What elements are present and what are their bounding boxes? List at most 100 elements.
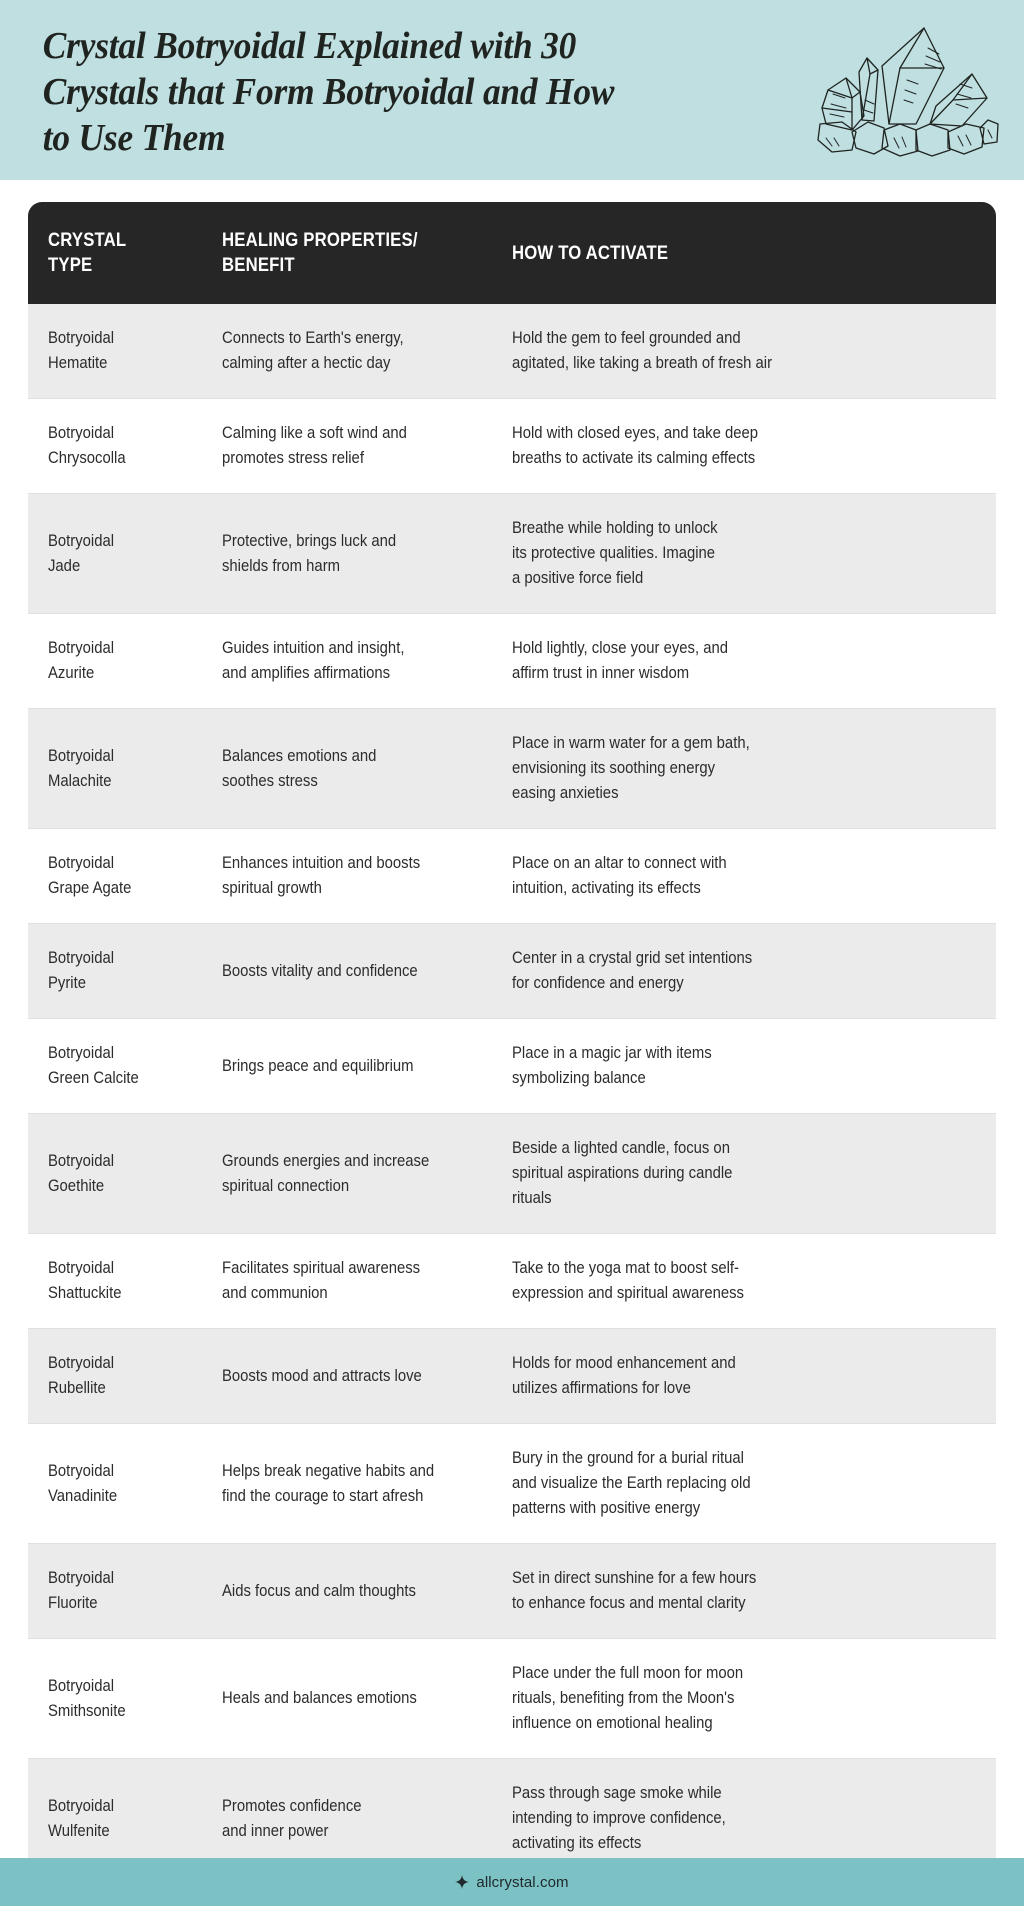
table-cell-benefit-text: Facilitates spiritual awareness and comm… <box>222 1259 421 1302</box>
table-cell-activate: Place under the full moon for moon ritua… <box>512 1638 996 1759</box>
footer-site-label: allcrystal.com <box>476 1873 569 1891</box>
column-header-crystal-type: CRYSTAL TYPE <box>28 202 222 304</box>
table-cell-benefit-text: Balances emotions and soothes stress <box>222 746 377 790</box>
table-cell-benefit-text: Guides intuition and insight, and amplif… <box>222 639 405 682</box>
table-cell-type: Botryoidal Vanadinite <box>28 1423 222 1544</box>
table-cell-activate: Hold the gem to feel grounded and agitat… <box>512 304 996 399</box>
table-row: Botryoidal Vanadinite Helps break negativ… <box>28 1423 996 1544</box>
table-cell-activate: Bury in the ground for a burial ritual a… <box>512 1423 996 1544</box>
table-row: Botryoidal Jade Protective, brings luck a… <box>28 493 996 614</box>
table-cell-benefit-text: Connects to Earth's energy, calming afte… <box>222 329 404 372</box>
table-row: Botryoidal Malachite Balances emotions an… <box>28 708 996 829</box>
table-row: Botryoidal Chrysocolla Calming like a sof… <box>28 398 996 494</box>
table-cell-type-text: Botryoidal Shattuckite <box>48 1259 122 1302</box>
table-cell-activate-text: Beside a lighted candle, focus on spirit… <box>512 1139 733 1207</box>
table-cell-benefit: Helps break negative habits and find the… <box>222 1423 512 1544</box>
table-cell-type-text: Botryoidal Vanadinite <box>48 1461 118 1505</box>
table-cell-activate-text: Place in a magic jar with items symboliz… <box>512 1044 712 1087</box>
column-header-how-to-activate-label: HOW TO ACTIVATE <box>512 242 669 264</box>
table-row: Botryoidal Rubellite Boosts mood and attr… <box>28 1328 996 1424</box>
table-cell-type-text: Botryoidal Azurite <box>48 639 115 682</box>
table-cell-activate-text: Place in warm water for a gem bath, envi… <box>512 734 750 802</box>
column-header-crystal-type-label: CRYSTAL TYPE <box>48 230 127 276</box>
column-header-healing-properties: HEALING PROPERTIES/ BENEFIT <box>222 202 512 304</box>
table-cell-activate-text: Place on an altar to connect with intuit… <box>512 854 727 897</box>
table-row: Botryoidal Fluorite Aids focus and calm t… <box>28 1543 996 1639</box>
sparkle-icon <box>455 1875 470 1889</box>
table-cell-type-text: Botryoidal Goethite <box>48 1151 115 1195</box>
table-cell-type: Botryoidal Rubellite <box>28 1328 222 1424</box>
column-header-how-to-activate: HOW TO ACTIVATE <box>512 202 996 304</box>
table-cell-activate-text: Center in a crystal grid set intentions … <box>512 949 753 992</box>
table-cell-benefit-text: Brings peace and equilibrium <box>222 1056 414 1075</box>
table-cell-type: Botryoidal Chrysocolla <box>28 398 222 494</box>
table-cell-activate: Hold with closed eyes, and take deep bre… <box>512 398 996 494</box>
page-footer: allcrystal.com <box>0 1858 1024 1906</box>
table-cell-benefit-text: Boosts mood and attracts love <box>222 1366 422 1385</box>
table-cell-activate-text: Bury in the ground for a burial ritual a… <box>512 1449 751 1517</box>
table-cell-benefit-text: Promotes confidence and inner power <box>222 1796 362 1840</box>
table-cell-benefit: Boosts vitality and confidence <box>222 923 512 1019</box>
table-cell-type-text: Botryoidal Jade <box>48 531 115 575</box>
table-cell-type-text: Botryoidal Hematite <box>48 329 115 372</box>
table-cell-activate-text: Take to the yoga mat to boost self- expr… <box>512 1259 744 1302</box>
table-cell-benefit: Heals and balances emotions <box>222 1638 512 1759</box>
table-row: Botryoidal Wulfenite Promotes confidence … <box>28 1758 996 1878</box>
table-cell-benefit-text: Heals and balances emotions <box>222 1689 417 1707</box>
table-header-row: CRYSTAL TYPE HEALING PROPERTIES/ BENEFIT… <box>28 202 996 304</box>
table-cell-benefit-text: Enhances intuition and boosts spiritual … <box>222 854 421 897</box>
table-cell-activate: Place in warm water for a gem bath, envi… <box>512 708 996 829</box>
table-cell-benefit-text: Helps break negative habits and find the… <box>222 1461 435 1505</box>
table-cell-type-text: Botryoidal Fluorite <box>48 1569 115 1612</box>
table-cell-activate-text: Breathe while holding to unlock its prot… <box>512 519 718 587</box>
table-cell-activate: Holds for mood enhancement and utilizes … <box>512 1328 996 1424</box>
table-cell-benefit: Guides intuition and insight, and amplif… <box>222 613 512 709</box>
table-cell-type: Botryoidal Smithsonite <box>28 1638 222 1759</box>
table-cell-benefit: Protective, brings luck and shields from… <box>222 493 512 614</box>
table-cell-benefit-text: Protective, brings luck and shields from… <box>222 531 397 575</box>
table-cell-activate-text: Hold with closed eyes, and take deep bre… <box>512 424 759 467</box>
table-cell-type-text: Botryoidal Grape Agate <box>48 854 132 897</box>
table-cell-benefit: Brings peace and equilibrium <box>222 1018 512 1114</box>
table-cell-type-text: Botryoidal Rubellite <box>48 1354 115 1397</box>
table-cell-activate: Place on an altar to connect with intuit… <box>512 828 996 924</box>
table-cell-activate: Center in a crystal grid set intentions … <box>512 923 996 1019</box>
table-cell-activate-text: Pass through sage smoke while intending … <box>512 1784 726 1852</box>
table-cell-benefit-text: Aids focus and calm thoughts <box>222 1581 416 1600</box>
table-row: Botryoidal Shattuckite Facilitates spirit… <box>28 1233 996 1329</box>
crystal-table: CRYSTAL TYPE HEALING PROPERTIES/ BENEFIT… <box>28 202 996 1878</box>
table-cell-benefit: Connects to Earth's energy, calming afte… <box>222 304 512 399</box>
page-title: Crystal Botryoidal Explained with 30 Cry… <box>42 25 615 159</box>
table-cell-type: Botryoidal Malachite <box>28 708 222 829</box>
column-header-healing-properties-label: HEALING PROPERTIES/ BENEFIT <box>222 230 418 276</box>
table-cell-activate: Breathe while holding to unlock its prot… <box>512 493 996 614</box>
table-cell-benefit: Grounds energies and increase spiritual … <box>222 1113 512 1234</box>
table-cell-activate-text: Holds for mood enhancement and utilizes … <box>512 1354 736 1397</box>
table-cell-benefit: Facilitates spiritual awareness and comm… <box>222 1233 512 1329</box>
table-cell-activate-text: Place under the full moon for moon ritua… <box>512 1664 744 1732</box>
table-body: Botryoidal Hematite Connects to Earth's e… <box>28 304 996 1878</box>
table-cell-activate-text: Hold the gem to feel grounded and agitat… <box>512 329 773 372</box>
table-cell-type-text: Botryoidal Chrysocolla <box>48 424 126 467</box>
table-cell-type: Botryoidal Green Calcite <box>28 1018 222 1114</box>
table-cell-activate: Hold lightly, close your eyes, and affir… <box>512 613 996 709</box>
table-cell-benefit-text: Boosts vitality and confidence <box>222 961 418 980</box>
table-row: Botryoidal Green Calcite Brings peace and… <box>28 1018 996 1114</box>
table-cell-activate: Place in a magic jar with items symboliz… <box>512 1018 996 1114</box>
table-row: Botryoidal Smithsonite Heals and balances… <box>28 1638 996 1759</box>
table-cell-benefit: Enhances intuition and boosts spiritual … <box>222 828 512 924</box>
page-header: Crystal Botryoidal Explained with 30 Cry… <box>0 0 1024 180</box>
crystal-cluster-icon <box>812 20 1002 160</box>
table-cell-type: Botryoidal Shattuckite <box>28 1233 222 1329</box>
table-cell-type: Botryoidal Hematite <box>28 304 222 399</box>
table-cell-benefit: Balances emotions and soothes stress <box>222 708 512 829</box>
table-row: Botryoidal Hematite Connects to Earth's e… <box>28 304 996 399</box>
table-row: Botryoidal Pyrite Boosts vitality and con… <box>28 923 996 1019</box>
table-cell-type-text: Botryoidal Malachite <box>48 746 115 790</box>
table-cell-benefit: Calming like a soft wind and promotes st… <box>222 398 512 494</box>
table-cell-benefit: Aids focus and calm thoughts <box>222 1543 512 1639</box>
table-cell-activate: Set in direct sunshine for a few hours t… <box>512 1543 996 1639</box>
table-head: CRYSTAL TYPE HEALING PROPERTIES/ BENEFIT… <box>28 202 996 304</box>
table-row: Botryoidal Grape Agate Enhances intuition… <box>28 828 996 924</box>
table-cell-benefit-text: Grounds energies and increase spiritual … <box>222 1151 430 1195</box>
